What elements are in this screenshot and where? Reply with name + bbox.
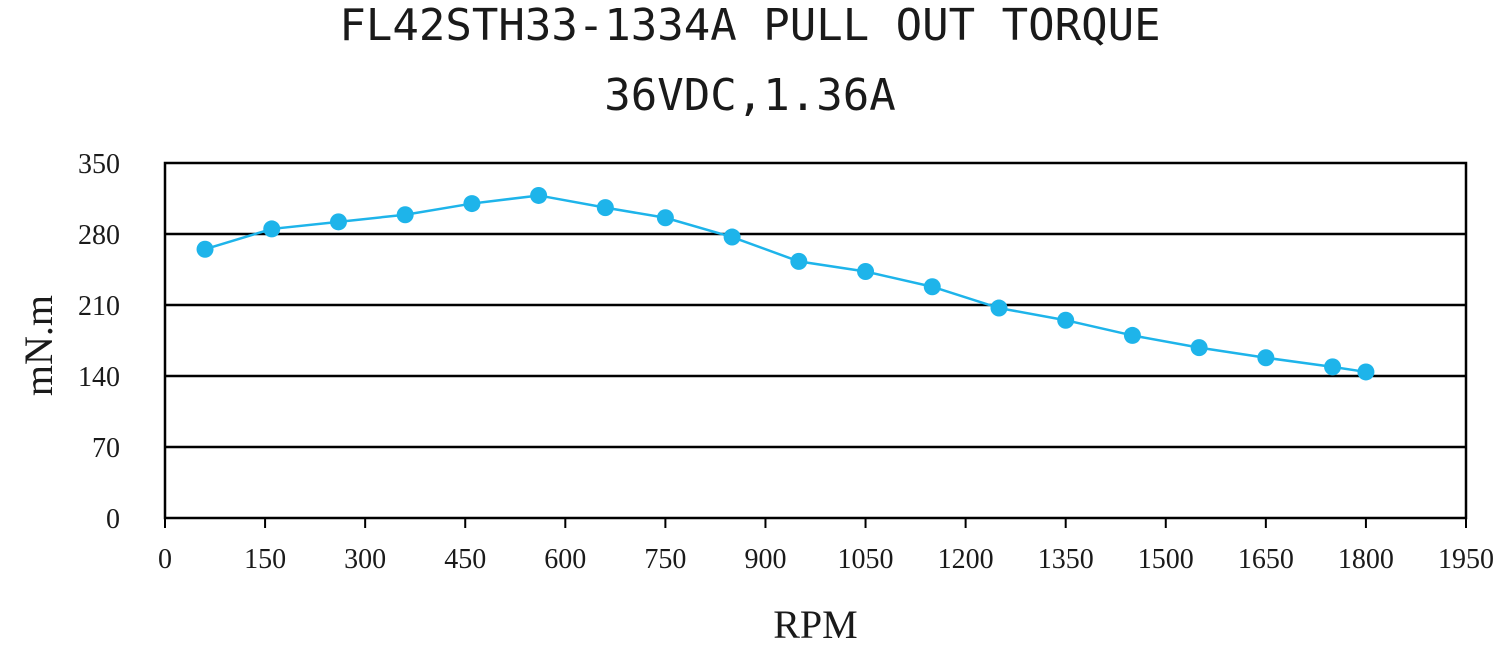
y-tick-label: 70 bbox=[92, 433, 120, 464]
chart-title: FL42STH33-1334A PULL OUT TORQUE bbox=[339, 0, 1161, 51]
data-point bbox=[1357, 363, 1375, 381]
x-tick-label: 1200 bbox=[938, 544, 994, 575]
data-point bbox=[596, 199, 614, 217]
grid-lines bbox=[165, 232, 1466, 449]
x-tick-label: 450 bbox=[444, 544, 486, 575]
data-point bbox=[1190, 339, 1208, 357]
data-point bbox=[1324, 358, 1342, 376]
x-tick-label: 1950 bbox=[1438, 544, 1494, 575]
data-point bbox=[263, 220, 281, 238]
x-tick-label: 0 bbox=[158, 544, 172, 575]
x-tick-label: 750 bbox=[644, 544, 686, 575]
x-tick-label: 1350 bbox=[1038, 544, 1094, 575]
y-tick-label: 210 bbox=[78, 291, 120, 322]
x-tick-label: 300 bbox=[344, 544, 386, 575]
y-tick-label: 350 bbox=[78, 149, 120, 180]
x-tick-label: 1800 bbox=[1338, 544, 1394, 575]
data-point bbox=[723, 228, 741, 246]
x-tick-label: 150 bbox=[244, 544, 286, 575]
data-point bbox=[923, 278, 941, 296]
data-point bbox=[656, 209, 674, 227]
x-tick-label: 900 bbox=[744, 544, 786, 575]
data-point bbox=[530, 186, 548, 204]
data-point bbox=[1057, 311, 1075, 329]
x-tick-label: 600 bbox=[544, 544, 586, 575]
x-tick-label: 1500 bbox=[1138, 544, 1194, 575]
x-axis-label: RPM bbox=[773, 602, 858, 647]
data-point bbox=[1257, 349, 1275, 367]
data-point bbox=[396, 206, 414, 224]
data-point bbox=[990, 299, 1008, 317]
y-tick-label: 140 bbox=[78, 362, 120, 393]
data-point bbox=[196, 240, 214, 258]
data-point bbox=[329, 213, 347, 231]
x-tick-label: 1050 bbox=[838, 544, 894, 575]
series bbox=[196, 186, 1375, 381]
data-point bbox=[463, 195, 481, 213]
data-point bbox=[790, 252, 808, 270]
y-tick-label: 0 bbox=[106, 504, 120, 535]
data-point bbox=[857, 263, 875, 281]
plot-frame bbox=[163, 161, 1468, 520]
data-point bbox=[1123, 326, 1141, 344]
y-axis-label: mN.m bbox=[16, 295, 61, 396]
x-tick-label: 1650 bbox=[1238, 544, 1294, 575]
y-tick-label: 280 bbox=[78, 220, 120, 251]
chart-subtitle: 36VDC,1.36A bbox=[604, 70, 896, 121]
axis-ticks: 0 70 140 210 280 350 0 150 300 450 600 750 900 1050 12… bbox=[78, 149, 1494, 575]
